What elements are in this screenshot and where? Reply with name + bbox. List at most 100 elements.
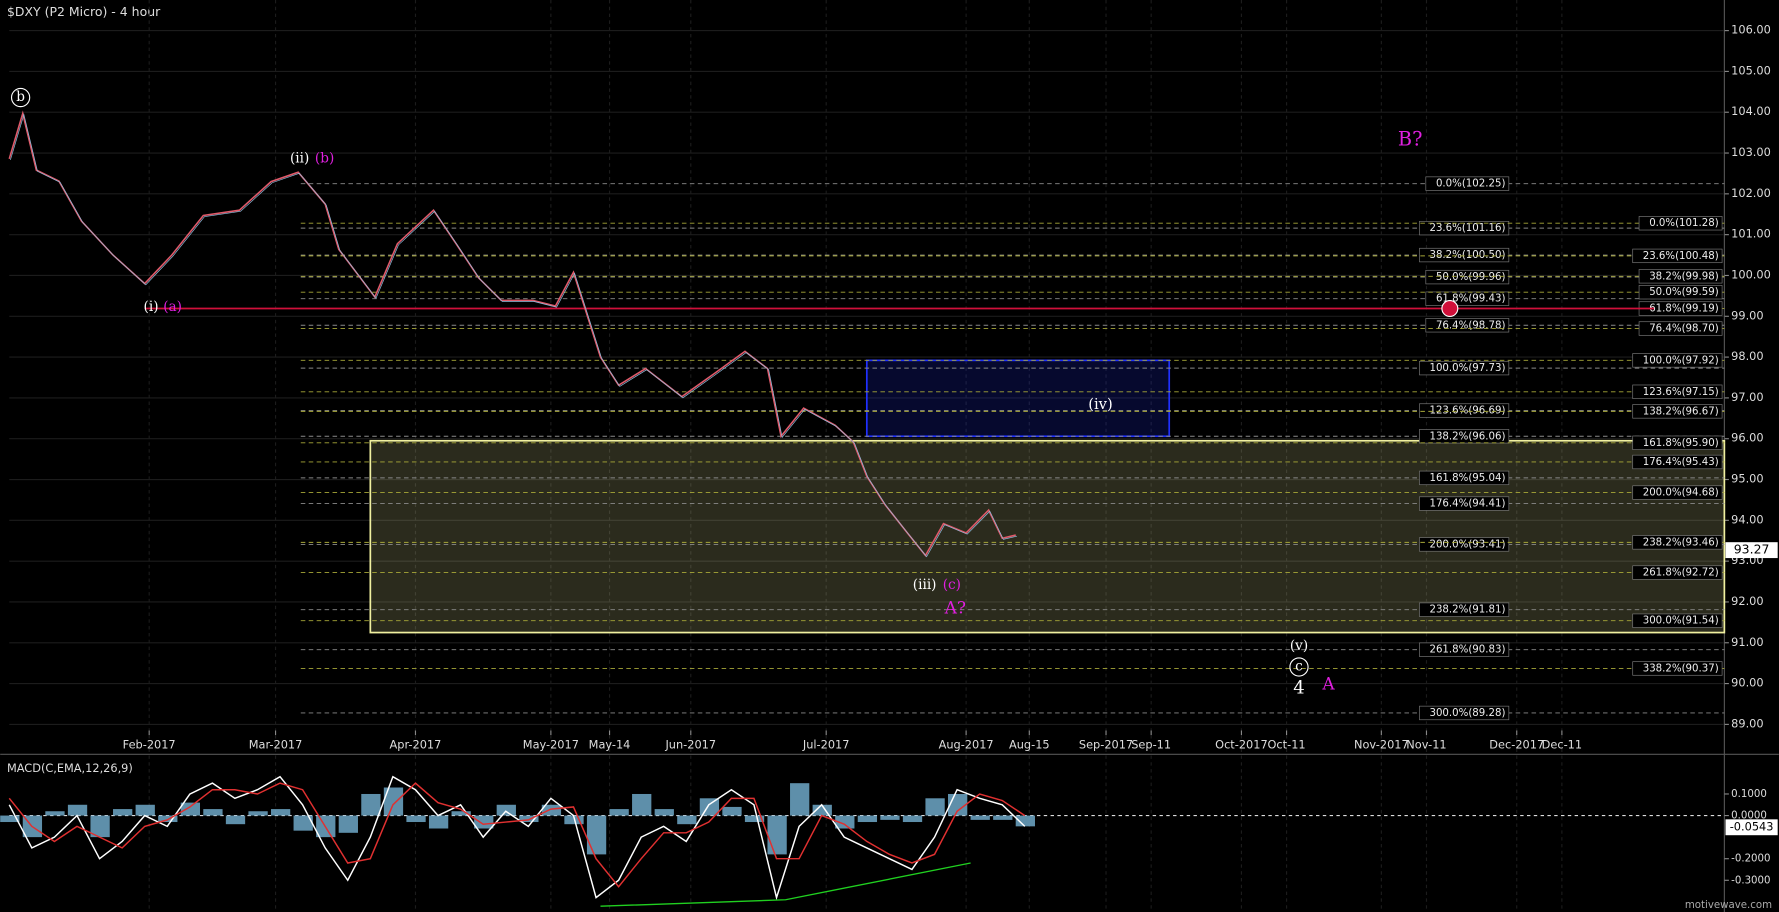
- x-tick-label: Apr-2017: [390, 737, 442, 751]
- wave-label: 4: [1293, 678, 1305, 699]
- fib-label-box: [1419, 602, 1510, 617]
- fib-label-box: [1638, 269, 1723, 284]
- x-tick-label: Jun-2017: [664, 737, 716, 751]
- histogram-bar: [293, 815, 313, 831]
- fib-label: 0.0%(101.28): [1649, 218, 1719, 229]
- histogram-bar: [993, 815, 1013, 820]
- fib-label: 176.4%(94.41): [1429, 499, 1505, 510]
- histogram-bar: [925, 798, 945, 816]
- fib-label: 261.8%(92.72): [1643, 568, 1719, 579]
- wave-label: (ii): [290, 150, 309, 166]
- fib-label: 76.4%(98.70): [1649, 324, 1719, 335]
- x-tick-label: Sep-2017: [1079, 737, 1133, 751]
- fib-label: 100.0%(97.73): [1429, 363, 1505, 374]
- macd-line: [8, 782, 1026, 888]
- histogram-bar: [812, 804, 832, 816]
- last-value-box: [1725, 819, 1778, 836]
- wave-label: (b): [315, 150, 334, 166]
- wave-circle: [10, 87, 31, 108]
- histogram-bar: [902, 815, 923, 823]
- zone: [865, 359, 1171, 438]
- histogram-bar: [474, 815, 494, 829]
- x-tick-label: Jul-2017: [802, 737, 850, 751]
- fib-label-box: [1632, 435, 1723, 450]
- histogram-bar: [428, 815, 449, 829]
- histogram-bar: [1015, 815, 1035, 827]
- y-tick-label: 0.1000: [1731, 789, 1767, 800]
- fib-label: 23.6%(101.16): [1429, 223, 1505, 234]
- wave-label: c: [1295, 658, 1303, 674]
- histogram-bar: [406, 815, 426, 823]
- x-tick-label: May-2017: [523, 737, 579, 751]
- fib-label: 23.6%(100.48): [1643, 251, 1719, 262]
- fib-label: 238.2%(91.81): [1429, 605, 1505, 616]
- fib-label-box: [1632, 661, 1723, 676]
- fib-label: 138.2%(96.67): [1643, 406, 1719, 417]
- y-tick-label: 104.00: [1731, 104, 1771, 118]
- y-tick-label: 0.0000: [1731, 811, 1767, 822]
- x-tick-label: Aug-15: [1009, 737, 1050, 751]
- fib-label-box: [1632, 613, 1723, 628]
- fib-label-box: [1632, 535, 1723, 550]
- macd-title: MACD(C,EMA,12,26,9): [7, 761, 133, 775]
- x-tick-label: Nov-2017: [1354, 737, 1409, 751]
- fib-label: 38.2%(99.98): [1649, 271, 1719, 282]
- y-tick-label: 94.00: [1731, 512, 1763, 526]
- fib-label: 0.0%(102.25): [1436, 179, 1506, 190]
- fib-label-box: [1419, 642, 1510, 657]
- wave-label: (c): [943, 577, 961, 593]
- fib-label: 61.8%(99.43): [1436, 294, 1506, 305]
- histogram-bar: [361, 793, 381, 816]
- fib-label-box: [1419, 220, 1510, 236]
- x-tick-label: Oct-11: [1268, 737, 1306, 751]
- histogram-bar: [0, 815, 20, 823]
- histogram-bar: [767, 815, 787, 855]
- fib-label: 300.0%(91.54): [1643, 616, 1719, 627]
- fib-label-box: [1632, 565, 1723, 580]
- histogram-bar: [632, 793, 652, 816]
- histogram-bar: [654, 809, 674, 816]
- histogram-bar: [203, 809, 223, 816]
- fib-label: 38.2%(100.50): [1429, 250, 1505, 261]
- fib-label-box: [1419, 403, 1510, 418]
- fib-label-box: [1632, 248, 1723, 264]
- fib-label: 100.0%(97.92): [1643, 355, 1719, 366]
- histogram-bar: [180, 802, 201, 816]
- y-tick-label: -0.3000: [1731, 875, 1770, 886]
- x-tick-label: Sep-11: [1131, 737, 1171, 751]
- y-tick-label: -0.2000: [1731, 854, 1770, 865]
- x-tick-label: Feb-2017: [123, 737, 176, 751]
- fib-label-box: [1632, 404, 1723, 419]
- histogram-bar: [45, 811, 65, 816]
- y-tick-label: 90.00: [1731, 676, 1763, 690]
- price-line-shadow: [10, 113, 1017, 558]
- wave-label: (v): [1290, 638, 1308, 654]
- fib-label: 138.2%(96.06): [1429, 431, 1505, 442]
- wave-label: B?: [1398, 128, 1423, 151]
- fib-label-box: [1632, 353, 1723, 368]
- x-tick-label: Mar-2017: [249, 737, 303, 751]
- y-tick-label: 103.00: [1731, 145, 1771, 159]
- fib-label: 261.8%(90.83): [1429, 645, 1505, 656]
- fib-label-box: [1419, 537, 1510, 552]
- histogram-bar: [541, 804, 562, 816]
- fib-label: 238.2%(93.46): [1643, 537, 1719, 548]
- y-tick-label: 91.00: [1731, 635, 1763, 649]
- y-tick-label: 97.00: [1731, 390, 1763, 404]
- x-tick-label: Oct-2017: [1215, 737, 1268, 751]
- fib-label: 338.2%(90.37): [1643, 663, 1719, 674]
- histogram-bar: [383, 787, 404, 816]
- fib-label: 200.0%(94.68): [1643, 488, 1719, 499]
- y-tick-label: 95.00: [1731, 472, 1763, 486]
- histogram-bar: [519, 815, 539, 823]
- fib-label: 123.6%(97.15): [1643, 387, 1719, 398]
- fib-label-box: [1419, 247, 1510, 263]
- histogram-bar: [586, 815, 607, 855]
- fib-label-box: [1632, 454, 1723, 470]
- fib-label-box: [1632, 485, 1723, 500]
- wave-circle: [1289, 657, 1309, 677]
- x-tick-label: Aug-2017: [939, 737, 994, 751]
- y-tick-label: 96.00: [1731, 431, 1763, 445]
